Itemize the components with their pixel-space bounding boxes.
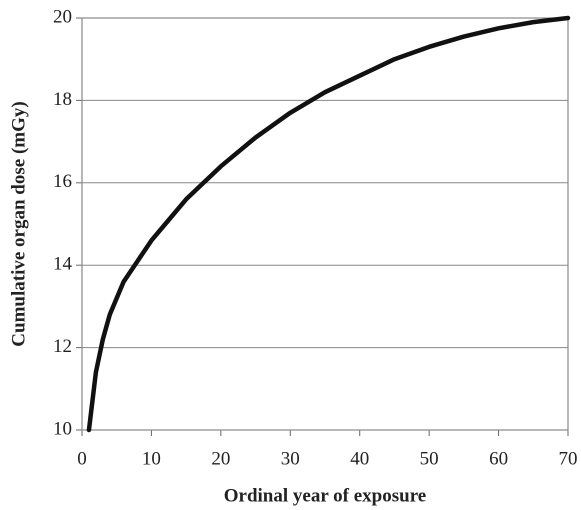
y-tick-label: 14 — [53, 254, 73, 275]
x-tick-label: 50 — [420, 448, 439, 469]
y-tick-label: 10 — [53, 418, 72, 439]
plot-frame — [81, 17, 569, 431]
y-axis-label: Cumulative organ dose (mGy) — [8, 101, 29, 346]
x-tick-label: 60 — [489, 448, 508, 469]
x-axis-label: Ordinal year of exposure — [224, 485, 427, 506]
x-tick-label: 30 — [281, 448, 300, 469]
y-tick-label: 18 — [53, 89, 72, 110]
x-tick-label: 10 — [142, 448, 161, 469]
y-tick-label: 16 — [53, 171, 72, 192]
x-tick-label: 20 — [211, 448, 230, 469]
x-tick-label: 0 — [77, 448, 87, 469]
x-tick-label: 40 — [350, 448, 369, 469]
y-tick-label: 12 — [53, 336, 72, 357]
x-tick-label: 70 — [559, 448, 578, 469]
y-tick-label: 20 — [53, 6, 72, 27]
data-line — [86, 15, 571, 433]
